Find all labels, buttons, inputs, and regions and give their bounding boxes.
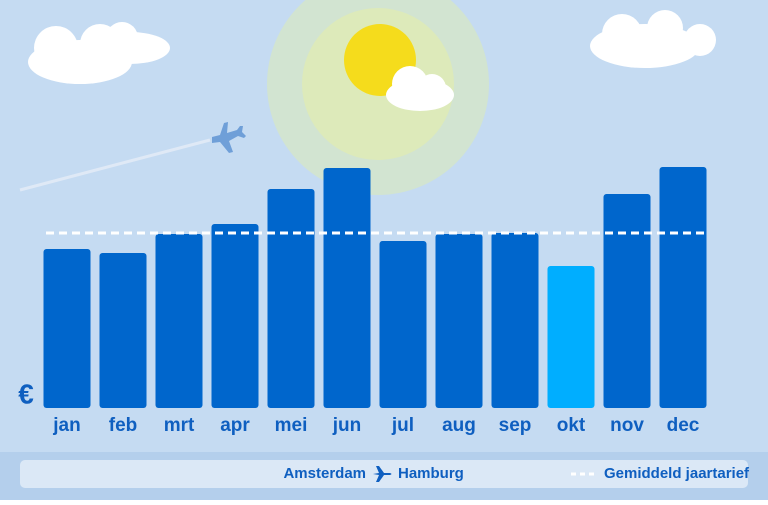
cloud (28, 22, 170, 84)
bar (547, 266, 595, 408)
x-tick-label: jul (391, 415, 414, 436)
legend-label: Gemiddeld jaartarief (604, 465, 750, 482)
x-tick-label: apr (220, 415, 250, 436)
plot: jan feb mrt apr mei jun jul aug sep okt nov dec (43, 167, 707, 436)
bar (43, 249, 91, 408)
currency-symbol: € (18, 378, 34, 409)
x-tick-label: nov (610, 415, 644, 436)
bar (267, 189, 315, 408)
route-from: Amsterdam (283, 465, 366, 482)
plane-icon (212, 122, 246, 153)
bar (155, 234, 203, 408)
bar (211, 224, 259, 408)
route-plane-icon (373, 466, 392, 482)
x-tick-label: mrt (164, 415, 195, 436)
bar (99, 253, 147, 408)
x-tick-label: aug (442, 415, 476, 436)
bar (379, 241, 427, 408)
contrail (19, 138, 211, 192)
x-tick-label: dec (667, 415, 700, 436)
x-tick-label: mei (275, 415, 308, 436)
cloud (590, 10, 716, 68)
bar (659, 167, 707, 408)
x-tick-label: sep (499, 415, 532, 436)
cloud (386, 66, 454, 111)
bar (491, 233, 539, 408)
x-tick-label: jan (52, 415, 80, 436)
x-tick-label: jun (332, 415, 362, 436)
bar (435, 234, 483, 408)
x-tick-label: feb (109, 415, 138, 436)
bar (603, 194, 651, 408)
bar (323, 168, 371, 408)
x-tick-label: okt (557, 415, 586, 436)
route-to: Hamburg (398, 465, 464, 482)
